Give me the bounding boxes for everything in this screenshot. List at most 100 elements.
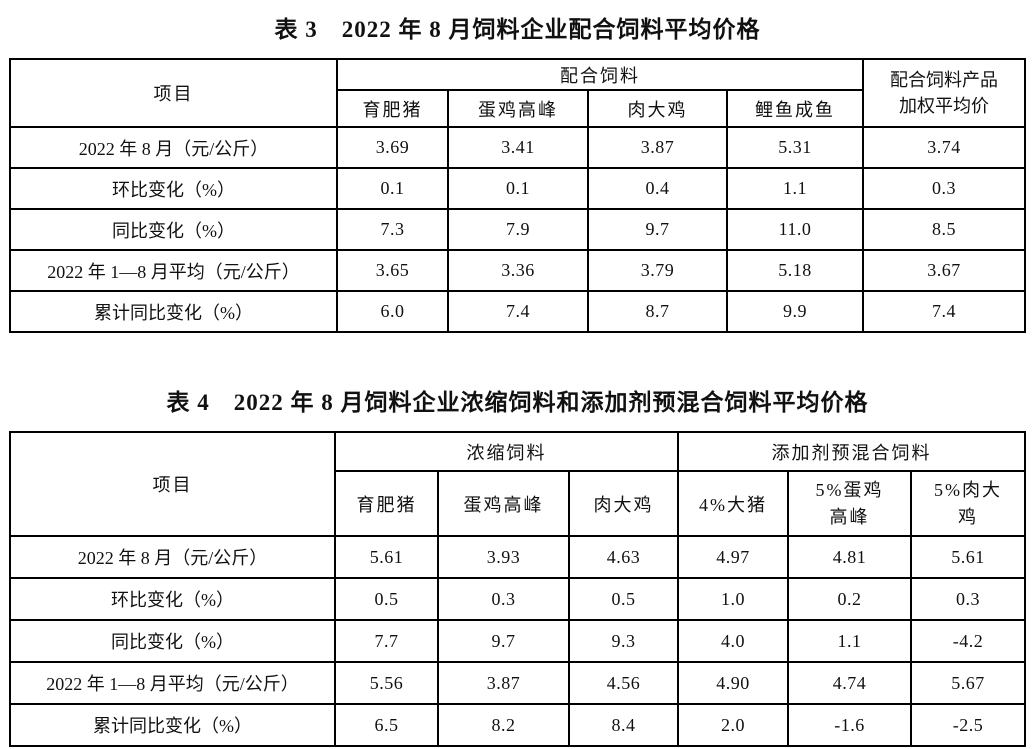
value-cell: 1.1	[787, 619, 912, 663]
table-subheader-row: 育肥猪 蛋鸡高峰 肉大鸡 4%大猪 5%蛋鸡 高峰 5%肉大 鸡	[10, 470, 1027, 537]
row-label: 2022 年 8 月（元/公斤）	[8, 535, 336, 579]
row-label: 环比变化（%）	[9, 167, 338, 210]
value-cell: 1.0	[677, 577, 789, 621]
value-cell: 3.65	[336, 249, 449, 292]
value-cell: 4.0	[677, 619, 789, 663]
row-label: 同比变化（%）	[8, 619, 336, 663]
value-cell: 7.9	[447, 208, 589, 251]
table4-title: 表 4 2022 年 8 月饲料企业浓缩饲料和添加剂预混合饲料平均价格	[166, 390, 869, 415]
value-cell: 6.0	[336, 290, 449, 333]
col-header-5pct-meat-chicken: 5%肉大 鸡	[909, 470, 1027, 537]
table-row: 同比变化（%） 7.7 9.7 9.3 4.0 1.1 -4.2	[8, 619, 1027, 663]
value-cell: 0.3	[436, 577, 570, 621]
table-subheader-row: 育肥猪 蛋鸡高峰 肉大鸡 鲤鱼成鱼	[10, 89, 1025, 128]
value-cell: 9.9	[726, 290, 864, 333]
table-header-row: 项目 配合饲料 配合饲料产品 加权平均价	[9, 58, 1026, 128]
col-header-5pct-laying-hen-peak: 5%蛋鸡 高峰	[787, 470, 912, 537]
table-row: 2022 年 1—8 月平均（元/公斤） 5.56 3.87 4.56 4.90…	[8, 661, 1027, 705]
value-cell: 0.5	[567, 577, 680, 621]
value-cell: 3.36	[447, 249, 589, 292]
value-cell: 5.56	[333, 661, 439, 705]
value-cell: 0.4	[587, 167, 728, 210]
value-cell: 4.90	[677, 661, 789, 705]
row-label: 环比变化（%）	[8, 577, 336, 621]
value-cell: 0.3	[909, 577, 1027, 621]
col-header-meat-chicken: 肉大鸡	[567, 470, 680, 537]
value-cell: 9.7	[587, 208, 728, 251]
value-cell: 9.7	[436, 619, 570, 663]
group-header-concentrate-feed: 浓缩饲料	[333, 431, 680, 472]
value-cell: 4.97	[677, 535, 789, 579]
value-cell: 2.0	[677, 703, 789, 747]
value-cell: 5.61	[909, 535, 1027, 579]
value-cell: 5.31	[726, 126, 864, 169]
value-cell: 3.93	[436, 535, 570, 579]
header-item-label: 项目	[8, 431, 336, 537]
value-cell: 8.7	[587, 290, 728, 333]
col-header-fattening-pig: 育肥猪	[336, 89, 449, 128]
col-header-4pct-pig: 4%大猪	[677, 470, 789, 537]
value-cell: 4.81	[787, 535, 912, 579]
value-cell: 7.4	[862, 290, 1026, 333]
value-cell: 3.87	[436, 661, 570, 705]
header-item-label: 项目	[9, 58, 338, 128]
value-cell: 5.18	[726, 249, 864, 292]
value-cell: 7.4	[447, 290, 589, 333]
value-cell: 11.0	[726, 208, 864, 251]
value-cell: 0.5	[333, 577, 439, 621]
value-cell: 7.3	[336, 208, 449, 251]
value-cell: 8.4	[567, 703, 680, 747]
value-cell: 4.63	[567, 535, 680, 579]
value-cell: -1.6	[787, 703, 912, 747]
col-header-laying-hen-peak: 蛋鸡高峰	[436, 470, 570, 537]
value-cell: 7.7	[333, 619, 439, 663]
value-cell: 4.74	[787, 661, 912, 705]
table-row: 累计同比变化（%） 6.0 7.4 8.7 9.9 7.4	[9, 290, 1026, 333]
value-cell: -2.5	[909, 703, 1027, 747]
value-cell: 3.67	[862, 249, 1026, 292]
group-header-premix-feed: 添加剂预混合饲料	[676, 431, 1027, 472]
value-cell: 3.69	[336, 126, 449, 169]
row-label: 累计同比变化（%）	[8, 703, 336, 747]
value-cell: 3.79	[587, 249, 728, 292]
value-cell: 3.87	[587, 126, 728, 169]
row-label: 同比变化（%）	[9, 208, 338, 251]
row-label: 累计同比变化（%）	[9, 290, 338, 333]
value-cell: 9.3	[567, 619, 680, 663]
value-cell: -4.2	[909, 619, 1027, 663]
table-row: 环比变化（%） 0.1 0.1 0.4 1.1 0.3	[9, 167, 1026, 210]
table-row: 累计同比变化（%） 6.5 8.2 8.4 2.0 -1.6 -2.5	[8, 703, 1027, 747]
value-cell: 6.5	[333, 703, 439, 747]
table-header-row: 项目 浓缩饲料 添加剂预混合饲料	[8, 431, 1027, 537]
value-cell: 0.3	[862, 167, 1026, 210]
value-cell: 5.67	[909, 661, 1027, 705]
col-header-weighted-avg: 配合饲料产品 加权平均价	[862, 58, 1026, 128]
value-cell: 0.2	[787, 577, 912, 621]
value-cell: 3.41	[447, 126, 589, 169]
table-row: 环比变化（%） 0.5 0.3 0.5 1.0 0.2 0.3	[8, 577, 1027, 621]
col-header-fattening-pig: 育肥猪	[333, 470, 439, 537]
value-cell: 0.1	[336, 167, 449, 210]
group-header-compound-feed: 配合饲料	[336, 58, 864, 91]
table-row: 2022 年 8 月（元/公斤） 5.61 3.93 4.63 4.97 4.8…	[8, 535, 1027, 579]
table-row: 同比变化（%） 7.3 7.9 9.7 11.0 8.5	[9, 208, 1026, 251]
table4: 项目 浓缩饲料 添加剂预混合饲料 育肥猪 蛋鸡高峰 肉大鸡 4%大猪 5%蛋鸡 …	[8, 431, 1027, 747]
value-cell: 3.74	[862, 126, 1026, 169]
value-cell: 4.56	[567, 661, 680, 705]
value-cell: 0.1	[447, 167, 589, 210]
table-row: 2022 年 8 月（元/公斤） 3.69 3.41 3.87 5.31 3.7…	[9, 126, 1026, 169]
value-cell: 8.5	[862, 208, 1026, 251]
row-label: 2022 年 1—8 月平均（元/公斤）	[9, 249, 338, 292]
col-header-meat-chicken: 肉大鸡	[587, 89, 728, 128]
col-header-carp: 鲤鱼成鱼	[726, 89, 864, 128]
value-cell: 5.61	[333, 535, 439, 579]
value-cell: 1.1	[726, 167, 864, 210]
row-label: 2022 年 8 月（元/公斤）	[9, 126, 338, 169]
table3: 项目 配合饲料 配合饲料产品 加权平均价 育肥猪 蛋鸡高峰 肉大鸡 鲤鱼成鱼 2…	[9, 58, 1026, 333]
value-cell: 8.2	[436, 703, 570, 747]
row-label: 2022 年 1—8 月平均（元/公斤）	[8, 661, 336, 705]
table-row: 2022 年 1—8 月平均（元/公斤） 3.65 3.36 3.79 5.18…	[9, 249, 1026, 292]
table3-title: 表 3 2022 年 8 月饲料企业配合饲料平均价格	[274, 17, 761, 42]
col-header-laying-hen-peak: 蛋鸡高峰	[447, 89, 589, 128]
